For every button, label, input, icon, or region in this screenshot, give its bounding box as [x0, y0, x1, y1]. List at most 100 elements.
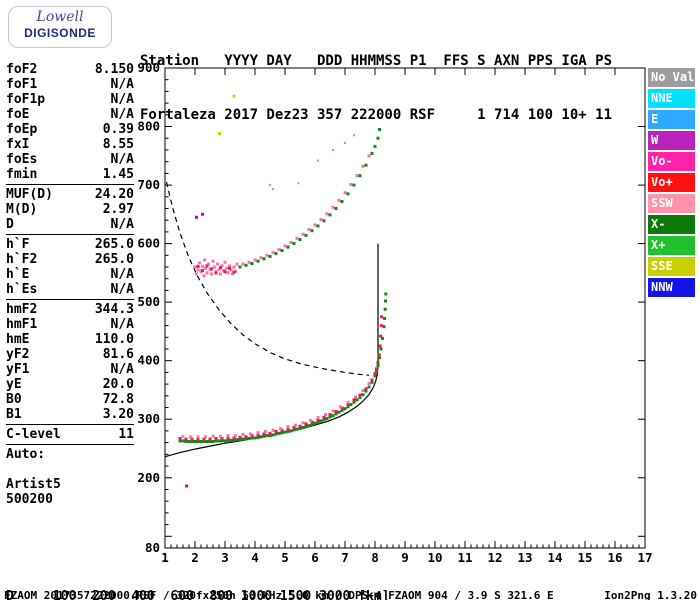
param-value: N/A: [110, 92, 134, 107]
param-value: 1.45: [102, 167, 134, 182]
f-trace-oblique-pink: [181, 382, 371, 439]
param-label: fxI: [6, 137, 30, 152]
svg-text:80: 80: [145, 540, 160, 555]
param-value: 8.150: [94, 62, 134, 77]
param-label: h`F: [6, 237, 30, 252]
param-value: 8.55: [102, 137, 134, 152]
svg-text:17: 17: [637, 550, 652, 565]
param-value: 24.20: [94, 187, 134, 202]
param-footer-line: [6, 462, 134, 477]
param-footer-line: 500200: [6, 492, 53, 507]
ionogram-plot: 1 2 3 4 5 6 7 8 9 10 11 12 13 14 15 16 17900800700600500…: [137, 60, 652, 565]
param-row: MUF(D) 24.20: [6, 187, 134, 202]
param-value: 110.0: [94, 332, 134, 347]
param-label: foEp: [6, 122, 38, 137]
param-value: 2.97: [102, 202, 134, 217]
logo-lowell-text: Lowell: [36, 9, 84, 25]
svg-text:800: 800: [137, 119, 160, 134]
param-row: fxI 8.55: [6, 137, 134, 152]
param-row: yF1 N/A: [6, 362, 134, 377]
svg-text:400: 400: [137, 353, 160, 368]
param-value: 265.0: [94, 237, 134, 252]
param-row: h`F 265.0: [6, 237, 134, 252]
param-row: B1 3.20: [6, 407, 134, 422]
param-value: 81.6: [102, 347, 134, 362]
param-value: N/A: [110, 317, 134, 332]
param-row: C-level 11: [6, 427, 134, 442]
param-label: foF1: [6, 77, 38, 92]
lowell-digisonde-logo: Lowell DIGISONDE: [8, 6, 112, 48]
svg-text:3: 3: [221, 550, 229, 565]
param-row: hmF2 344.3: [6, 302, 134, 317]
param-value: N/A: [110, 217, 134, 232]
separator: [6, 299, 134, 300]
param-row: foF1 N/A: [6, 77, 134, 92]
param-label: foF2: [6, 62, 38, 77]
svg-text:6: 6: [311, 550, 319, 565]
param-value: 0.39: [102, 122, 134, 137]
station-header: Station YYYY DAY DDD HHMMSS P1 FFS S AXN…: [140, 16, 612, 160]
status-footer: FZAOM_2017357222000.RSF / 320fx256h 50 k…: [4, 589, 697, 600]
param-value: N/A: [110, 107, 134, 122]
muf-transmission-curve: [165, 181, 370, 376]
param-row: h`F2 265.0: [6, 252, 134, 267]
param-row: h`E N/A: [6, 267, 134, 282]
param-row: foEp 0.39: [6, 122, 134, 137]
param-value: N/A: [110, 282, 134, 297]
svg-text:10: 10: [427, 550, 442, 565]
separator: [6, 424, 134, 425]
param-footer-line: Artist5: [6, 477, 61, 492]
param-value: N/A: [110, 267, 134, 282]
svg-text:300: 300: [137, 411, 160, 426]
param-label: fmin: [6, 167, 38, 182]
x-axis-labels: 1 2 3 4 5 6 7 8 9 10 11 12 13 14 15 16 17: [161, 550, 652, 565]
parameter-panel: foF2 8.150 foF1 N/A foF1p N/A foE N/A foEp 0.39 fx…: [6, 62, 134, 507]
param-row: hmF1 N/A: [6, 317, 134, 332]
param-row: yF2 81.6: [6, 347, 134, 362]
param-label: foE: [6, 107, 30, 122]
param-value: 3.20: [102, 407, 134, 422]
spread-f-cluster-pink: [193, 258, 239, 278]
svg-text:700: 700: [137, 177, 160, 192]
svg-text:8: 8: [371, 550, 379, 565]
param-row: foE N/A: [6, 107, 134, 122]
param-row: foF1p N/A: [6, 92, 134, 107]
legend-item-ssw: SSW: [648, 194, 695, 213]
svg-text:5: 5: [281, 550, 289, 565]
svg-text:14: 14: [547, 550, 562, 565]
param-value: N/A: [110, 152, 134, 167]
svg-text:900: 900: [137, 60, 160, 75]
param-row: B0 72.8: [6, 392, 134, 407]
footer-version: Ion2Png 1.3.20: [604, 589, 697, 600]
param-row: h`Es N/A: [6, 282, 134, 297]
param-label: foF1p: [6, 92, 46, 107]
param-label: MUF(D): [6, 187, 53, 202]
svg-text:13: 13: [517, 550, 532, 565]
legend-item-e: E: [648, 110, 695, 129]
param-value: N/A: [110, 77, 134, 92]
footer-file-info: FZAOM_2017357222000.RSF / 320fx256h 50 k…: [4, 589, 554, 600]
param-row: D N/A: [6, 217, 134, 232]
param-footer-line: Auto:: [6, 447, 46, 462]
param-label: hmF1: [6, 317, 38, 332]
param-label: yF2: [6, 347, 30, 362]
header-columns-line: Station YYYY DAY DDD HHMMSS P1 FFS S AXN…: [140, 53, 613, 69]
spread-specks-pink: [269, 134, 355, 191]
x-axis-ticks: [164, 68, 646, 548]
color-legend: No Val NNE E W Vo- Vo+ SSW X- X+ SSE NNW: [648, 68, 695, 299]
param-row: hmE 110.0: [6, 332, 134, 347]
param-value: 20.0: [102, 377, 134, 392]
second-hop-pink: [241, 154, 371, 266]
f-trace-o-mode-red: [178, 315, 384, 441]
param-label: M(D): [6, 202, 38, 217]
param-row: foEs N/A: [6, 152, 134, 167]
y-axis-labels: 900 800 700 600 500 400 300 200 80: [137, 60, 160, 555]
svg-text:4: 4: [251, 550, 259, 565]
legend-item-nne: NNE: [648, 89, 695, 108]
param-value: 344.3: [94, 302, 134, 317]
svg-text:16: 16: [607, 550, 622, 565]
svg-text:600: 600: [137, 236, 160, 251]
param-label: foEs: [6, 152, 38, 167]
legend-item-x-: X-: [648, 215, 695, 234]
param-value: 265.0: [94, 252, 134, 267]
